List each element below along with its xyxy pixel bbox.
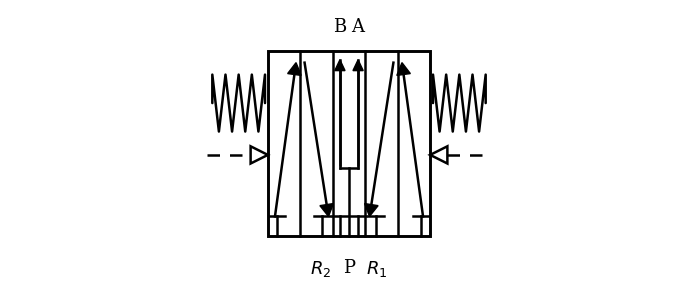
Polygon shape: [335, 60, 345, 71]
Polygon shape: [397, 63, 410, 76]
Polygon shape: [353, 60, 363, 71]
Bar: [268, 51, 430, 236]
Text: $R_1$: $R_1$: [366, 259, 387, 279]
Text: B: B: [333, 18, 346, 36]
Polygon shape: [364, 203, 378, 216]
Polygon shape: [288, 63, 301, 76]
Polygon shape: [320, 203, 334, 216]
Text: A: A: [352, 18, 364, 36]
Text: $R_2$: $R_2$: [311, 259, 332, 279]
Text: P: P: [343, 259, 355, 277]
